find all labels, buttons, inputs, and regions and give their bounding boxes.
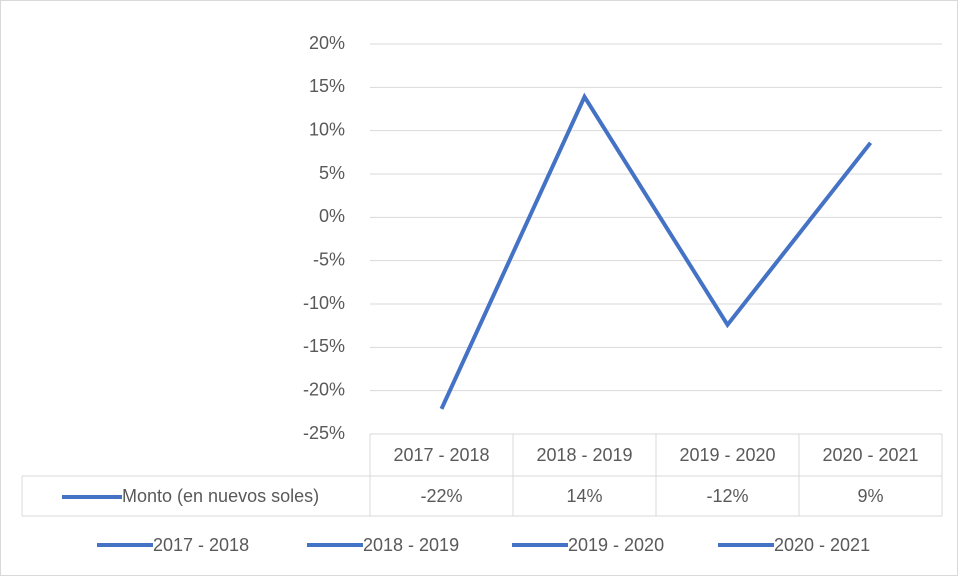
y-tick-label: 10% xyxy=(309,119,345,139)
series-name: Monto (en nuevos soles) xyxy=(122,486,319,506)
value-label: 9% xyxy=(857,486,883,506)
y-tick-label: 5% xyxy=(319,163,345,183)
y-tick-label: -20% xyxy=(303,379,345,399)
x-tick-label: 2018 - 2019 xyxy=(536,445,632,465)
legend-label: 2019 - 2020 xyxy=(568,535,664,555)
value-label: -12% xyxy=(706,486,748,506)
y-tick-label: -25% xyxy=(303,423,345,443)
value-label: 14% xyxy=(566,486,602,506)
value-label: -22% xyxy=(420,486,462,506)
y-tick-label: -10% xyxy=(303,293,345,313)
legend-label: 2017 - 2018 xyxy=(153,535,249,555)
legend-label: 2020 - 2021 xyxy=(774,535,870,555)
y-tick-label: 15% xyxy=(309,76,345,96)
legend-label: 2018 - 2019 xyxy=(363,535,459,555)
x-tick-label: 2017 - 2018 xyxy=(393,445,489,465)
data-line xyxy=(439,92,873,410)
y-tick-label: -5% xyxy=(313,249,345,269)
x-tick-label: 2019 - 2020 xyxy=(679,445,775,465)
y-tick-label: 0% xyxy=(319,206,345,226)
y-tick-label: 20% xyxy=(309,33,345,53)
y-tick-label: -15% xyxy=(303,336,345,356)
x-tick-label: 2020 - 2021 xyxy=(822,445,918,465)
